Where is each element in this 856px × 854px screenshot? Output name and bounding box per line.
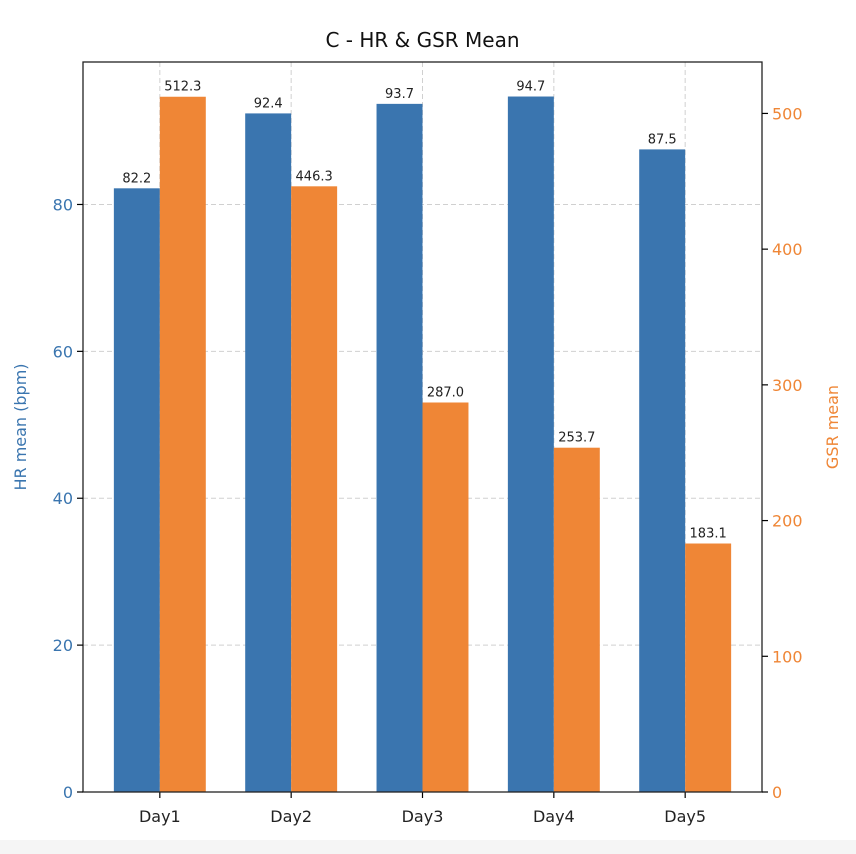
bar-hr-day5 <box>639 149 686 793</box>
plot-frame <box>82 61 763 793</box>
data-label-hr: 82.2 <box>122 171 151 186</box>
x-tick-label: Day1 <box>139 807 181 826</box>
y-left-tick-label: 80 <box>53 195 73 214</box>
footer-band <box>0 840 856 854</box>
y-right-tick-label: 200 <box>772 512 803 531</box>
bar-gsr-day4 <box>553 447 600 792</box>
y-right-tick-label: 300 <box>772 376 803 395</box>
bar-gsr-day3 <box>422 402 469 792</box>
y-right-tick-label: 500 <box>772 104 803 123</box>
data-label-gsr: 183.1 <box>690 527 727 542</box>
x-tick-label: Day2 <box>270 807 312 826</box>
y-left-axis-label: HR mean (bpm) <box>11 363 30 490</box>
data-label-gsr: 287.0 <box>427 386 464 401</box>
chart-title: C - HR & GSR Mean <box>325 28 519 52</box>
bar-gsr-day5 <box>685 543 732 792</box>
bar-hr-day1 <box>113 188 160 793</box>
y-right-tick-label: 400 <box>772 240 803 259</box>
bar-hr-day2 <box>245 113 292 792</box>
data-label-hr: 94.7 <box>516 80 545 95</box>
data-label-hr: 87.5 <box>648 132 677 147</box>
data-label-gsr: 446.3 <box>296 169 333 184</box>
y-left-tick-label: 60 <box>53 342 73 361</box>
data-label-gsr: 253.7 <box>558 431 595 446</box>
x-tick-label: Day5 <box>664 807 706 826</box>
x-tick-label: Day3 <box>402 807 444 826</box>
y-right-axis-label: GSR mean <box>823 385 842 469</box>
bar-hr-day3 <box>376 103 423 793</box>
data-label-hr: 93.7 <box>385 87 414 102</box>
bar-gsr-day2 <box>291 186 338 793</box>
y-right-tick-label: 0 <box>772 783 782 802</box>
y-left-tick-label: 20 <box>53 636 73 655</box>
y-left-tick-label: 0 <box>63 783 73 802</box>
y-right-tick-label: 100 <box>772 647 803 666</box>
bar-gsr-day1 <box>159 96 206 793</box>
y-left-tick-label: 40 <box>53 489 73 508</box>
x-tick-label: Day4 <box>533 807 575 826</box>
data-label-gsr: 512.3 <box>164 80 201 95</box>
bar-hr-day4 <box>507 96 554 793</box>
data-label-hr: 92.4 <box>254 96 283 111</box>
